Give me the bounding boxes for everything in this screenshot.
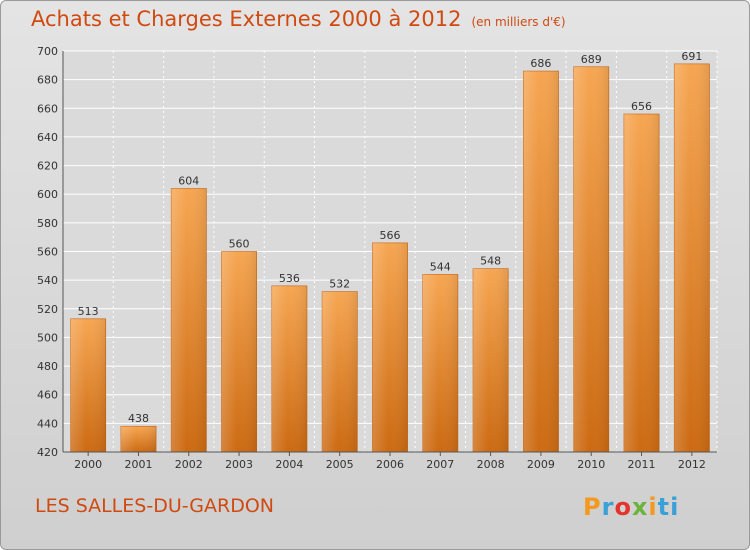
bar-value-label: 686 bbox=[530, 57, 551, 70]
x-tick-label: 2011 bbox=[628, 458, 656, 471]
bar-value-label: 656 bbox=[631, 100, 652, 113]
bar-shade bbox=[372, 242, 408, 452]
location-label: LES SALLES-DU-GARDON bbox=[35, 495, 275, 517]
x-tick-label: 2006 bbox=[376, 458, 404, 471]
chart-title-text: Achats et Charges Externes 2000 à 2012 bbox=[31, 7, 462, 31]
proxiti-logo: Proxiti bbox=[583, 493, 679, 521]
bar-shade bbox=[271, 285, 307, 452]
logo-letter: ti bbox=[657, 493, 680, 521]
bar-shade bbox=[573, 66, 609, 452]
bar-value-label: 532 bbox=[329, 278, 350, 291]
logo-letter: x bbox=[631, 493, 649, 521]
y-tick-label: 700 bbox=[37, 45, 58, 58]
bar-shade bbox=[171, 188, 207, 452]
bar-value-label: 560 bbox=[229, 238, 250, 251]
bar-value-label: 604 bbox=[178, 174, 199, 187]
bar-shade bbox=[523, 71, 559, 453]
chart-subtitle: (en milliers d'€) bbox=[471, 15, 566, 29]
logo-letter: o bbox=[614, 493, 632, 521]
bar-value-label: 513 bbox=[78, 305, 99, 318]
x-tick-label: 2009 bbox=[527, 458, 555, 471]
x-tick-label: 2010 bbox=[577, 458, 605, 471]
bar-shade bbox=[674, 63, 710, 453]
x-tick-label: 2001 bbox=[124, 458, 152, 471]
bar-shade bbox=[322, 291, 358, 452]
bars: 513 438 604 560 536 532 566 544 548 686 689 656 691 bbox=[70, 50, 710, 453]
bar-shade bbox=[120, 426, 157, 452]
y-tick-label: 560 bbox=[37, 246, 58, 259]
bar-value-label: 548 bbox=[480, 255, 501, 268]
bar-value-label: 566 bbox=[380, 229, 401, 242]
x-tick-label: 2003 bbox=[225, 458, 253, 471]
bar-value-label: 536 bbox=[279, 272, 300, 285]
y-tick-label: 420 bbox=[37, 446, 58, 459]
logo-letter: P bbox=[583, 493, 602, 521]
bar-shade bbox=[70, 318, 106, 452]
y-tick-label: 680 bbox=[37, 74, 58, 87]
y-tick-label: 620 bbox=[37, 160, 58, 173]
x-tick-label: 2012 bbox=[678, 458, 706, 471]
y-tick-label: 580 bbox=[37, 217, 58, 230]
x-tick-label: 2000 bbox=[74, 458, 102, 471]
x-tick-label: 2002 bbox=[175, 458, 203, 471]
bar-value-label: 689 bbox=[581, 53, 602, 66]
bar-value-label: 691 bbox=[681, 50, 702, 63]
bar-shade bbox=[623, 114, 660, 452]
y-tick-label: 440 bbox=[37, 417, 58, 430]
y-tick-label: 660 bbox=[37, 102, 58, 115]
x-tick-label: 2005 bbox=[326, 458, 354, 471]
chart-title: Achats et Charges Externes 2000 à 2012 (e… bbox=[31, 7, 566, 31]
x-tick-label: 2004 bbox=[275, 458, 303, 471]
x-tick-label: 2007 bbox=[426, 458, 454, 471]
logo-letter: i bbox=[648, 493, 658, 521]
y-tick-label: 460 bbox=[37, 389, 58, 402]
axes: 420 440 460 480 500 520 540 560 580 600 620 640 660 6… bbox=[37, 45, 717, 471]
bar-shade bbox=[221, 251, 257, 452]
y-tick-label: 520 bbox=[37, 303, 58, 316]
x-tick-label: 2008 bbox=[477, 458, 505, 471]
logo-letter: r bbox=[601, 493, 615, 521]
y-tick-label: 640 bbox=[37, 131, 58, 144]
bar-value-label: 544 bbox=[430, 260, 451, 273]
y-tick-label: 540 bbox=[37, 274, 58, 287]
bar-value-label: 438 bbox=[128, 412, 149, 425]
bar-shade bbox=[473, 268, 509, 452]
y-tick-label: 500 bbox=[37, 331, 58, 344]
y-tick-label: 600 bbox=[37, 188, 58, 201]
bar-shade bbox=[422, 274, 458, 452]
y-tick-label: 480 bbox=[37, 360, 58, 373]
